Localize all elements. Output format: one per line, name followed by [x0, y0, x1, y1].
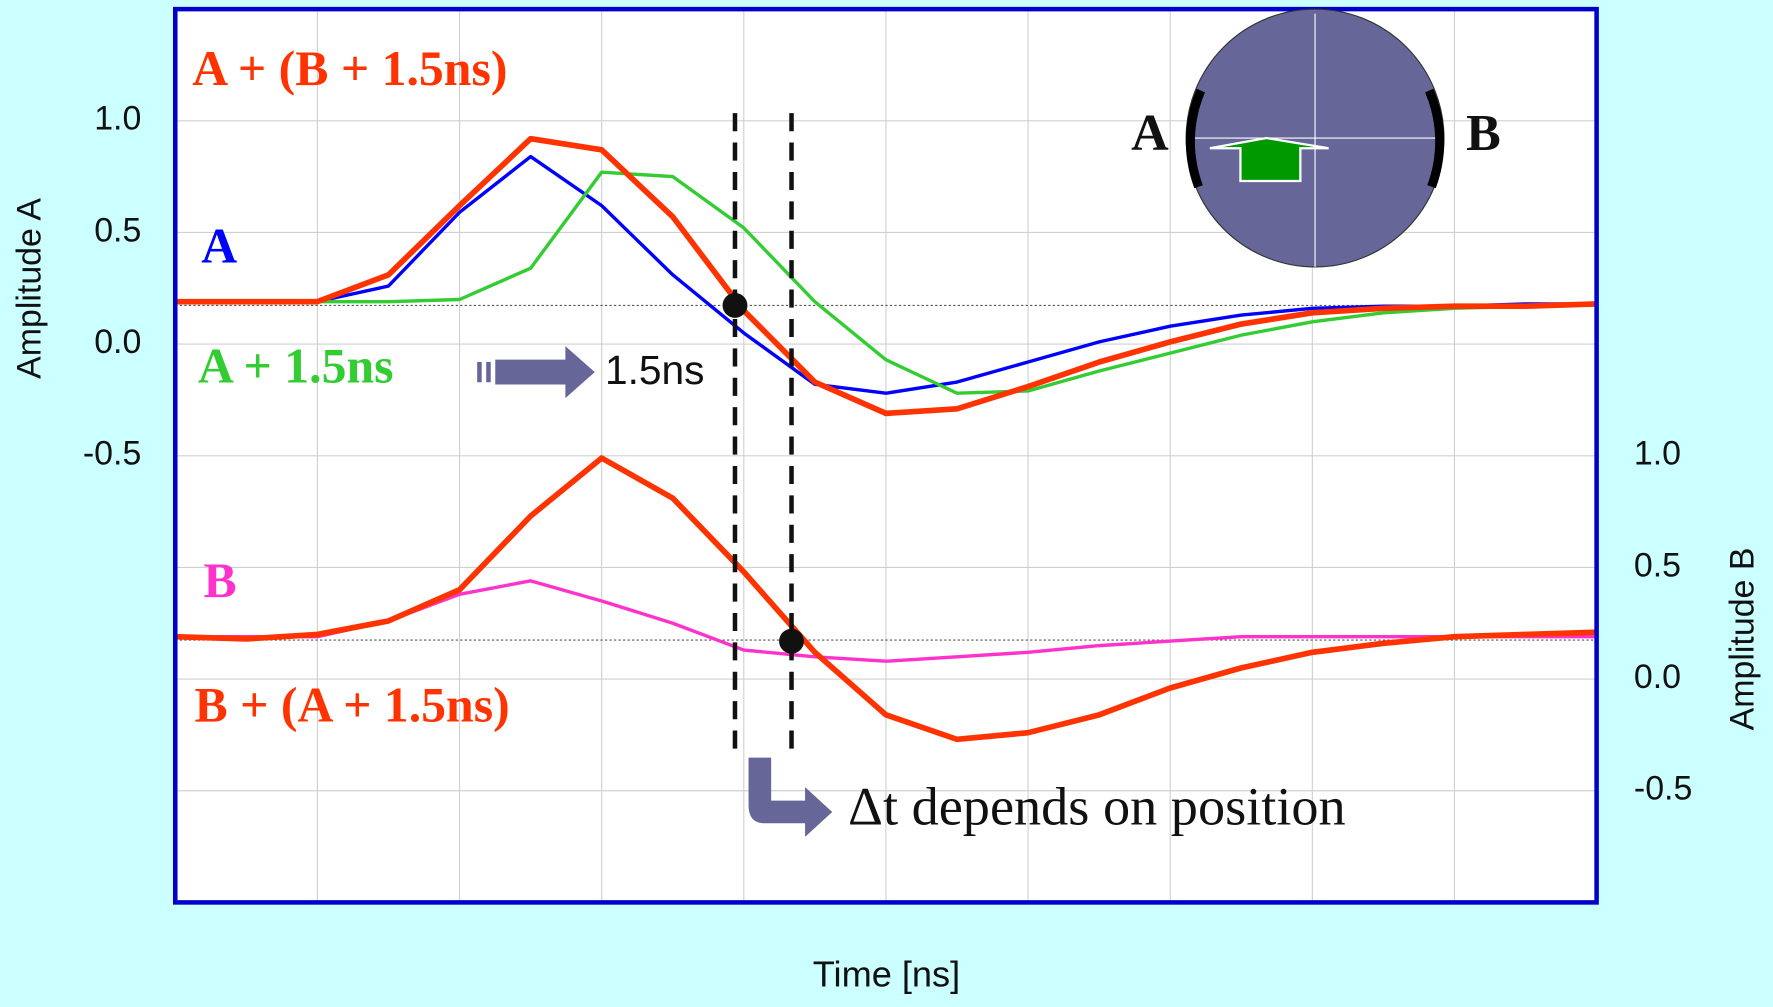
legend-label: B + (A + 1.5ns): [194, 678, 509, 733]
plot-frame: [173, 6, 1599, 905]
y2-tick-label: 1.0: [1634, 435, 1681, 473]
crossing-dot: [722, 292, 748, 318]
y-axis-title: Amplitude A: [11, 198, 49, 379]
y2-tick-label: 0.0: [1634, 658, 1681, 696]
y2-tick-label: -0.5: [1634, 770, 1692, 808]
y2-tick-label: 0.5: [1634, 546, 1681, 584]
bent-arrow: [748, 757, 833, 837]
inset-label: B: [1466, 105, 1501, 162]
series-line: [175, 170, 1597, 395]
legend-label: A: [201, 219, 237, 274]
shift-label: 1.5ns: [605, 347, 705, 393]
series-line: [175, 455, 1597, 743]
y-tick-label: 0.5: [94, 211, 141, 249]
note: Δt depends on position: [848, 776, 1346, 836]
shift-arrow: [477, 346, 595, 399]
y-tick-label: 0.0: [94, 323, 141, 361]
x-axis-title: Time [ns]: [813, 954, 960, 995]
inset: [1185, 8, 1445, 268]
legend-label: A + 1.5ns: [198, 338, 394, 393]
series-line: [175, 135, 1597, 417]
y-tick-label: 1.0: [94, 100, 141, 138]
lines: [175, 135, 1597, 743]
series-line: [175, 154, 1597, 395]
y-tick-label: -0.5: [83, 435, 141, 473]
legend-label: B: [204, 553, 237, 608]
legend-label: A + (B + 1.5ns): [192, 41, 507, 96]
inset-label: A: [1131, 105, 1169, 162]
crossing-dot: [779, 628, 804, 654]
y2-axis-title: Amplitude B: [1724, 548, 1762, 731]
